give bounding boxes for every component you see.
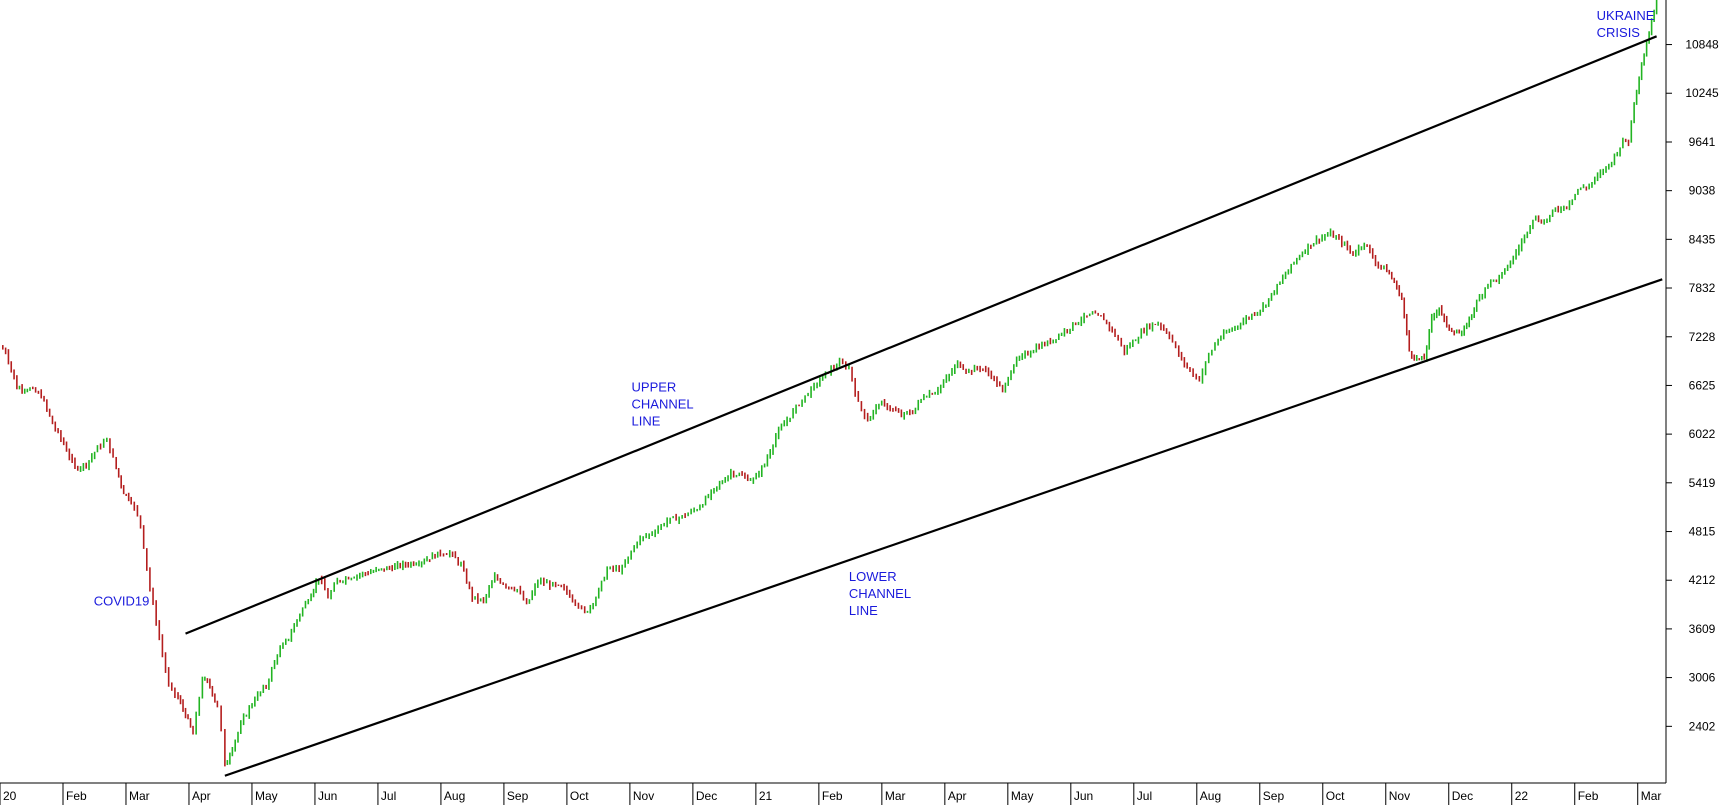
y-tick-label: 9038 — [1689, 184, 1716, 198]
x-tick-label: May — [1011, 789, 1034, 803]
annotation-text: CHANNEL — [632, 397, 694, 412]
channel-lines — [185, 35, 1663, 777]
x-tick-label: Oct — [570, 789, 589, 803]
x-tick-label: Jun — [1074, 789, 1093, 803]
channel-line — [185, 35, 1658, 635]
x-tick-label: Oct — [1326, 789, 1345, 803]
annotation-text: LINE — [632, 414, 661, 429]
x-tick-label: Jun — [318, 789, 337, 803]
annotation-text: LINE — [849, 603, 878, 618]
annotation-text: CRISIS — [1597, 25, 1641, 40]
x-tick-label: Dec — [696, 789, 717, 803]
y-tick-label: 8435 — [1689, 232, 1716, 246]
x-tick-label: May — [255, 789, 278, 803]
y-tick-label: 9641 — [1689, 135, 1716, 149]
annotation-text: UPPER — [632, 380, 677, 395]
x-tick-label: Feb — [1578, 789, 1599, 803]
chart-annotations: COVID19 UPPER CHANNEL LINE LOWER CHANNEL LINE U… — [94, 8, 1655, 618]
x-tick-label: Mar — [129, 789, 150, 803]
y-tick-label: 3609 — [1689, 622, 1716, 636]
x-tick-label: Dec — [1452, 789, 1473, 803]
annotation-text: LOWER — [849, 569, 897, 584]
y-tick-label: 6625 — [1689, 378, 1716, 392]
x-axis: 20 Feb Mar Apr May Jun Jul Aug Sep Oct Nov Dec 21 Feb… — [0, 782, 1666, 805]
y-tick-label: 7832 — [1689, 281, 1716, 295]
annotation-text: CHANNEL — [849, 586, 911, 601]
y-tick-label: 4815 — [1689, 525, 1716, 539]
x-tick-label: 20 — [3, 789, 17, 803]
x-tick-label: 21 — [759, 789, 773, 803]
x-tick-label: 22 — [1515, 789, 1529, 803]
y-tick-label: 10848 — [1685, 38, 1719, 52]
x-tick-label: Mar — [1641, 789, 1662, 803]
x-tick-label: Nov — [1389, 789, 1410, 803]
x-tick-label: Apr — [192, 789, 211, 803]
x-tick-label: Aug — [444, 789, 465, 803]
candlestick-series — [2, 0, 1658, 767]
channel-line — [224, 278, 1663, 777]
x-tick-label: Jul — [1137, 789, 1152, 803]
y-tick-label: 10245 — [1685, 86, 1719, 100]
y-tick-label: 3006 — [1689, 671, 1716, 685]
y-tick-label: 2402 — [1689, 719, 1716, 733]
annotation-text: UKRAINE — [1597, 8, 1655, 23]
x-tick-label: Jul — [381, 789, 396, 803]
x-tick-label: Apr — [948, 789, 967, 803]
annotation-text: COVID19 — [94, 593, 150, 608]
y-axis: 2402 3006 3609 4212 4815 5419 6022 6625 7228 7832… — [1665, 0, 1719, 783]
x-tick-label: Aug — [1200, 789, 1221, 803]
y-tick-label: 5419 — [1689, 476, 1716, 490]
x-tick-label: Sep — [1263, 789, 1285, 803]
y-tick-label: 7228 — [1689, 330, 1716, 344]
x-tick-label: Feb — [822, 789, 843, 803]
x-tick-label: Sep — [507, 789, 529, 803]
y-tick-label: 4212 — [1689, 573, 1716, 587]
x-tick-label: Nov — [633, 789, 654, 803]
x-tick-label: Mar — [885, 789, 906, 803]
y-tick-label: 6022 — [1689, 427, 1716, 441]
x-tick-label: Feb — [66, 789, 87, 803]
